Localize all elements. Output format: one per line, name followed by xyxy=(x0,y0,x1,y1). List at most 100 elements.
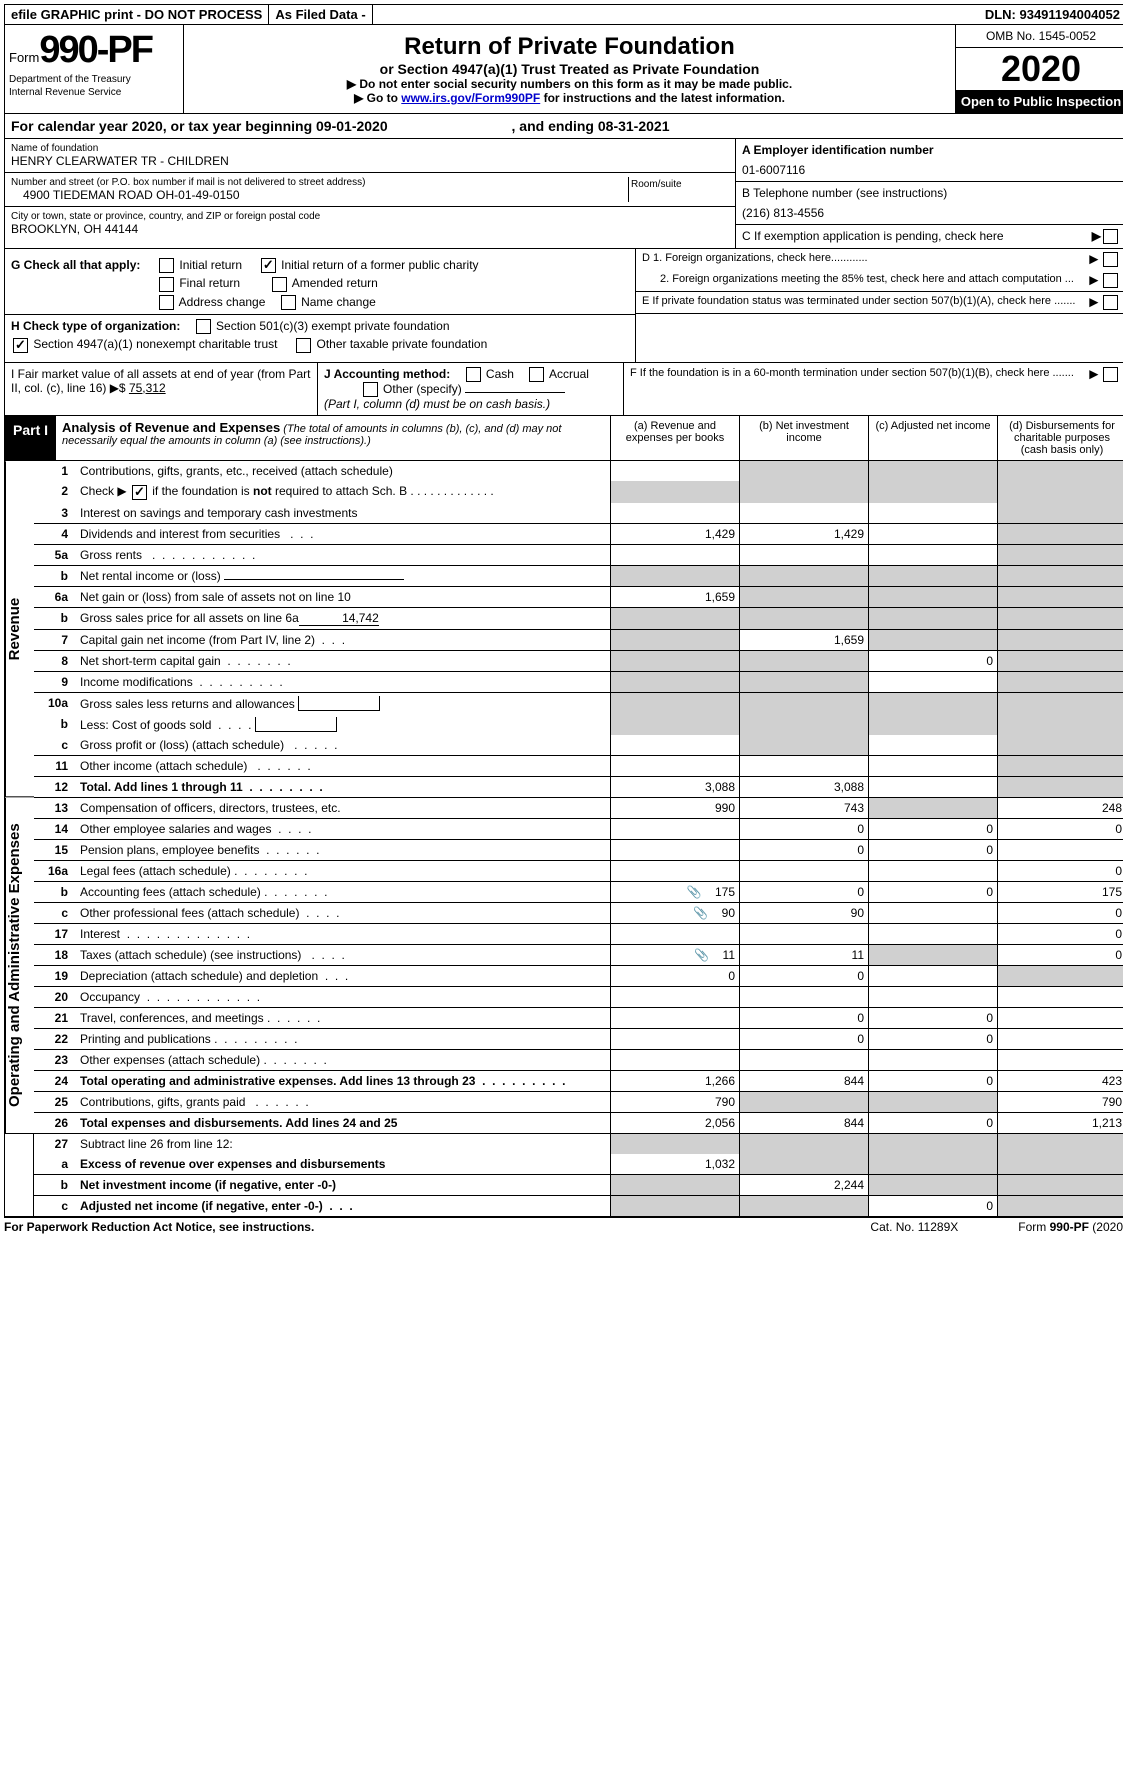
line15: Pension plans, employee benefits . . . .… xyxy=(76,839,611,860)
s4947-checkbox[interactable] xyxy=(13,338,28,353)
attach-icon[interactable]: 📎 xyxy=(693,906,708,920)
header-center: Return of Private Foundation or Section … xyxy=(184,25,955,113)
j-box: J Accounting method: Cash Accrual Other … xyxy=(318,363,624,416)
instr2: ▶ Go to www.irs.gov/Form990PF for instru… xyxy=(194,91,945,105)
part-i-desc: Analysis of Revenue and Expenses (The to… xyxy=(56,416,610,460)
part-i-header: Part I Analysis of Revenue and Expenses … xyxy=(4,416,1123,461)
d1-text: D 1. Foreign organizations, check here..… xyxy=(642,252,1083,264)
line19: Depreciation (attach schedule) and deple… xyxy=(76,965,611,986)
addr-box: Number and street (or P.O. box number if… xyxy=(11,177,629,202)
line10b: Less: Cost of goods sold . . . . xyxy=(76,714,611,735)
line24: Total operating and administrative expen… xyxy=(76,1070,611,1091)
calendar-year-row: For calendar year 2020, or tax year begi… xyxy=(4,114,1123,139)
name-cell: Name of foundation HENRY CLEARWATER TR -… xyxy=(5,139,735,173)
phone-label: B Telephone number (see instructions) xyxy=(742,186,1120,200)
h-s501: Section 501(c)(3) exempt private foundat… xyxy=(216,319,449,333)
line26: Total expenses and disbursements. Add li… xyxy=(76,1112,611,1133)
attach-icon[interactable]: 📎 xyxy=(687,885,702,899)
form-number: Form990-PF xyxy=(9,29,179,72)
g-block: G Check all that apply: Initial return I… xyxy=(4,249,1123,363)
line22: Printing and publications . . . . . . . … xyxy=(76,1028,611,1049)
part-i-label: Part I xyxy=(5,416,56,460)
ein-cell: A Employer identification number 01-6007… xyxy=(736,139,1123,182)
line2: Check ▶ if the foundation is not require… xyxy=(76,481,611,502)
h-s4947: Section 4947(a)(1) nonexempt charitable … xyxy=(33,337,277,351)
line6b: Gross sales price for all assets on line… xyxy=(76,607,611,629)
ein-val: 01-6007116 xyxy=(742,163,1120,177)
j-note: (Part I, column (d) must be on cash basi… xyxy=(324,397,550,411)
line14: Other employee salaries and wages . . . … xyxy=(76,818,611,839)
line5b: Net rental income or (loss) xyxy=(76,565,611,586)
top-bar: efile GRAPHIC print - DO NOT PROCESS As … xyxy=(4,4,1123,25)
line27c: Adjusted net income (if negative, enter … xyxy=(76,1195,611,1216)
dept2: Internal Revenue Service xyxy=(9,87,179,98)
open-public: Open to Public Inspection xyxy=(956,90,1123,113)
net-spacer xyxy=(5,1134,34,1216)
footer-left: For Paperwork Reduction Act Notice, see … xyxy=(4,1220,314,1234)
city-label: City or town, state or province, country… xyxy=(11,211,729,222)
header-left: Form990-PF Department of the Treasury In… xyxy=(5,25,184,113)
schb-checkbox[interactable] xyxy=(132,485,147,500)
form-title: Return of Private Foundation xyxy=(194,33,945,61)
attach-icon[interactable]: 📎 xyxy=(694,948,709,962)
form-number-big: 990-PF xyxy=(39,29,152,71)
col-a-head: (a) Revenue and expenses per books xyxy=(610,416,739,460)
footer-right: Form 990-PF (2020) xyxy=(1018,1220,1123,1234)
irs-link[interactable]: www.irs.gov/Form990PF xyxy=(401,91,540,105)
line16c: Other professional fees (attach schedule… xyxy=(76,902,611,923)
calyear-begin: 09-01-2020 xyxy=(316,118,388,134)
e-checkbox[interactable] xyxy=(1103,295,1118,310)
line16a: Legal fees (attach schedule) . . . . . .… xyxy=(76,860,611,881)
calyear-pre: For calendar year 2020, or tax year begi… xyxy=(11,118,316,134)
line12: Total. Add lines 1 through 11 . . . . . … xyxy=(76,776,611,797)
addrchange-checkbox[interactable] xyxy=(159,295,174,310)
h-label: H Check type of organization: xyxy=(11,319,180,333)
c-cell: C If exemption application is pending, c… xyxy=(736,225,1123,248)
h-line2: Section 4947(a)(1) nonexempt charitable … xyxy=(11,337,629,352)
line25: Contributions, gifts, grants paid . . . … xyxy=(76,1091,611,1112)
d1-row: D 1. Foreign organizations, check here..… xyxy=(636,249,1123,270)
dept1: Department of the Treasury xyxy=(9,74,179,85)
tax-year: 2020 xyxy=(956,48,1123,90)
other-checkbox[interactable] xyxy=(363,382,378,397)
s501-checkbox[interactable] xyxy=(196,319,211,334)
cash-checkbox[interactable] xyxy=(466,367,481,382)
d2-boxes: ▶ xyxy=(1083,273,1120,288)
e-row: E If private foundation status was termi… xyxy=(636,292,1123,314)
d1-checkbox[interactable] xyxy=(1103,252,1118,267)
omb: OMB No. 1545-0052 xyxy=(956,25,1123,48)
entity-block: Name of foundation HENRY CLEARWATER TR -… xyxy=(4,139,1123,249)
i-box: I Fair market value of all assets at end… xyxy=(5,363,318,416)
initial-checkbox[interactable] xyxy=(159,258,174,273)
namechange-checkbox[interactable] xyxy=(281,295,296,310)
expenses-table: 13Compensation of officers, directors, t… xyxy=(34,798,1123,1134)
form-subtitle: or Section 4947(a)(1) Trust Treated as P… xyxy=(194,61,945,77)
line4: Dividends and interest from securities .… xyxy=(76,523,611,544)
f-box: F If the foundation is in a 60-month ter… xyxy=(624,363,1123,416)
initial-former-checkbox[interactable] xyxy=(261,258,276,273)
e-text: E If private foundation status was termi… xyxy=(642,295,1083,307)
addr-val: 4900 TIEDEMAN ROAD OH-01-49-0150 xyxy=(11,188,628,202)
other-priv-checkbox[interactable] xyxy=(296,338,311,353)
j-accrual: Accrual xyxy=(549,367,589,381)
line13: Compensation of officers, directors, tru… xyxy=(76,798,611,819)
g-left: G Check all that apply: Initial return I… xyxy=(5,249,635,362)
accrual-checkbox[interactable] xyxy=(529,367,544,382)
revenue-table: 1Contributions, gifts, grants, etc., rec… xyxy=(34,461,1123,797)
c-checkbox[interactable] xyxy=(1103,229,1118,244)
f-checkbox[interactable] xyxy=(1103,367,1118,382)
g-line: G Check all that apply: Initial return I… xyxy=(11,258,629,273)
city-val: BROOKLYN, OH 44144 xyxy=(11,222,729,236)
final-checkbox[interactable] xyxy=(159,277,174,292)
i-val: 75,312 xyxy=(129,381,166,395)
line16b: Accounting fees (attach schedule) . . . … xyxy=(76,881,611,902)
arrow-icon: ▶ xyxy=(1092,229,1101,244)
line23: Other expenses (attach schedule) . . . .… xyxy=(76,1049,611,1070)
amended-checkbox[interactable] xyxy=(272,277,287,292)
net-table: 27Subtract line 26 from line 12: aExcess… xyxy=(34,1134,1123,1216)
line17: Interest . . . . . . . . . . . . . xyxy=(76,923,611,944)
g-right: D 1. Foreign organizations, check here..… xyxy=(635,249,1123,362)
calyear-mid: , and ending xyxy=(512,118,598,134)
d2-checkbox[interactable] xyxy=(1103,273,1118,288)
efile-notice: efile GRAPHIC print - DO NOT PROCESS xyxy=(5,5,269,24)
